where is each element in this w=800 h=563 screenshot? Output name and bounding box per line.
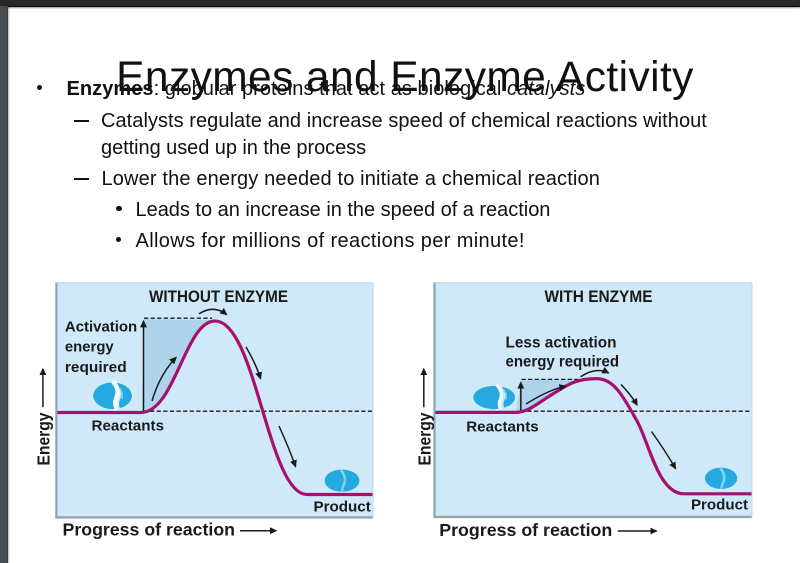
svg-text:Energy: Energy — [415, 412, 435, 465]
svg-text:Product: Product — [691, 497, 748, 514]
svg-text:Less activation: Less activation — [506, 335, 617, 352]
svg-text:Progress of reaction: Progress of reaction — [63, 520, 236, 540]
svg-text:WITH ENZYME: WITH ENZYME — [545, 288, 653, 306]
svg-text:WITHOUT ENZYME: WITHOUT ENZYME — [149, 288, 288, 306]
svg-text:Energy: Energy — [34, 412, 54, 465]
svg-text:energy: energy — [65, 339, 114, 356]
svg-text:energy required: energy required — [506, 353, 620, 370]
svg-text:Activation: Activation — [65, 318, 137, 335]
svg-text:required: required — [65, 359, 127, 376]
svg-text:Product: Product — [314, 499, 371, 516]
svg-text:Progress of reaction: Progress of reaction — [439, 520, 612, 540]
svg-text:Reactants: Reactants — [466, 419, 539, 436]
svg-text:Reactants: Reactants — [92, 418, 165, 435]
